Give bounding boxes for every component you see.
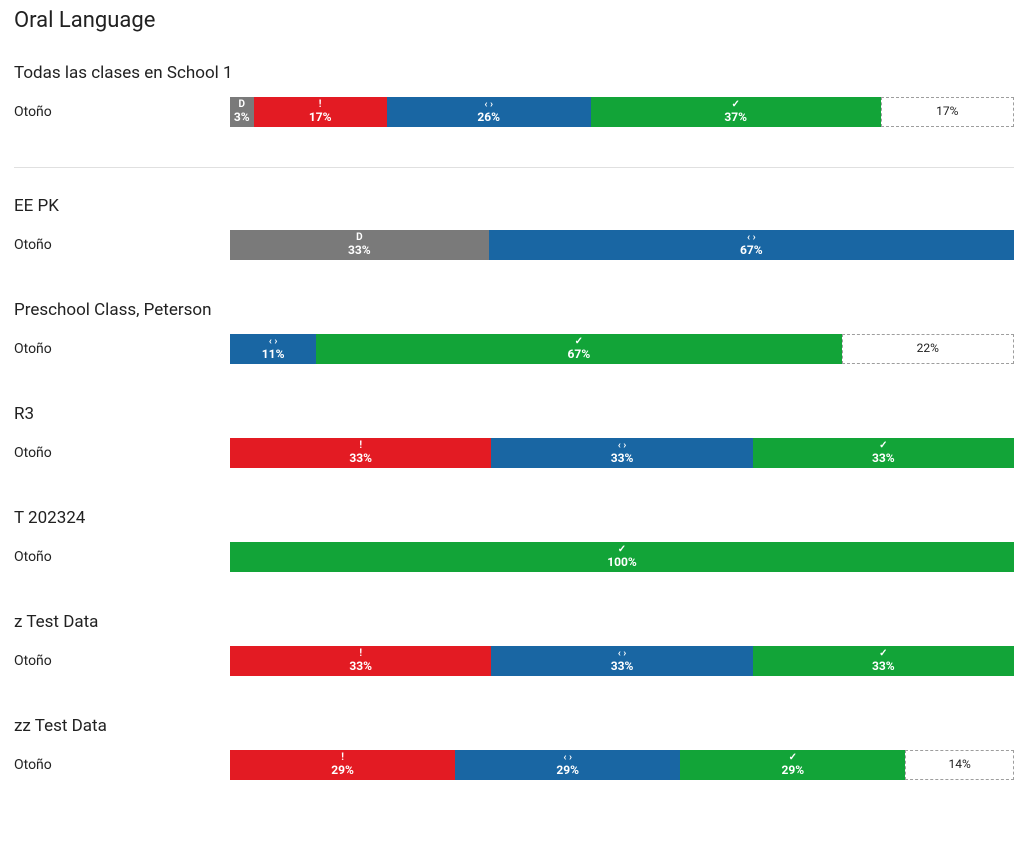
season-label: Otoño (14, 445, 230, 461)
segment-percent: 33% (611, 452, 634, 465)
warn-icon: ! (319, 100, 322, 110)
segment-percent: 100% (607, 556, 637, 569)
bar-segment[interactable]: 17% (881, 97, 1014, 127)
bar-segment[interactable]: !29% (230, 750, 455, 780)
bar-segment[interactable]: ‹ ›33% (491, 646, 752, 676)
season-label: Otoño (14, 757, 230, 773)
class-group-title: R3 (14, 404, 1014, 424)
bar-segment[interactable]: ‹ ›11% (230, 334, 316, 364)
data-row: Otoño✓100% (14, 542, 1014, 572)
bar-segment[interactable]: ‹ ›33% (491, 438, 752, 468)
data-row: Otoño!29%‹ ›29%✓29%14% (14, 750, 1014, 780)
segment-percent: 33% (872, 452, 895, 465)
check-icon: ✓ (879, 441, 887, 451)
data-row: OtoñoD3%!17%‹ ›26%✓37%17% (14, 97, 1014, 127)
diamond-icon: ‹ › (269, 337, 278, 347)
segment-percent: 33% (349, 660, 372, 673)
segment-percent: 29% (331, 764, 354, 777)
bar-segment[interactable]: ‹ ›29% (455, 750, 680, 780)
class-group-title: zz Test Data (14, 716, 1014, 736)
class-group: Todas las clases en School 1OtoñoD3%!17%… (14, 63, 1014, 127)
season-label: Otoño (14, 653, 230, 669)
bar-segment[interactable]: ‹ ›67% (489, 230, 1014, 260)
bar-segment[interactable]: ✓33% (753, 438, 1014, 468)
data-row: Otoño!33%‹ ›33%✓33% (14, 646, 1014, 676)
warn-icon: ! (341, 753, 344, 763)
segment-percent: 22% (917, 342, 939, 355)
segment-percent: 29% (781, 764, 804, 777)
segment-percent: 26% (477, 111, 500, 124)
season-label: Otoño (14, 237, 230, 253)
segment-percent: 3% (234, 111, 250, 124)
season-label: Otoño (14, 549, 230, 565)
data-row: Otoño‹ ›11%✓67%22% (14, 334, 1014, 364)
diamond-icon: ‹ › (747, 233, 756, 243)
data-row: Otoño!33%‹ ›33%✓33% (14, 438, 1014, 468)
class-group-title: EE PK (14, 196, 1014, 216)
segment-percent: 37% (724, 111, 747, 124)
segment-percent: 14% (949, 758, 971, 771)
diamond-icon: ‹ › (563, 753, 572, 763)
stacked-bar: ‹ ›11%✓67%22% (230, 334, 1014, 364)
segment-percent: 17% (936, 105, 958, 118)
group-divider (14, 167, 1014, 168)
segment-percent: 33% (349, 452, 372, 465)
segment-percent: 11% (262, 348, 285, 361)
stacked-bar: D33%‹ ›67% (230, 230, 1014, 260)
segment-percent: 29% (556, 764, 579, 777)
class-group-title: Todas las clases en School 1 (14, 63, 1014, 83)
check-icon: ✓ (731, 100, 739, 110)
diamond-icon: ‹ › (484, 100, 493, 110)
bar-segment[interactable]: !17% (254, 97, 387, 127)
data-row: OtoñoD33%‹ ›67% (14, 230, 1014, 260)
bar-segment[interactable]: !33% (230, 646, 491, 676)
D-icon: D (356, 233, 363, 243)
warn-icon: ! (359, 441, 362, 451)
class-group: R3Otoño!33%‹ ›33%✓33% (14, 404, 1014, 468)
stacked-bar: D3%!17%‹ ›26%✓37%17% (230, 97, 1014, 127)
bar-segment[interactable]: D33% (230, 230, 489, 260)
check-icon: ✓ (789, 753, 797, 763)
class-group-title: z Test Data (14, 612, 1014, 632)
bar-segment[interactable]: ✓100% (230, 542, 1014, 572)
bar-segment[interactable]: D3% (230, 97, 254, 127)
stacked-bar: !33%‹ ›33%✓33% (230, 438, 1014, 468)
class-group-title: T 202324 (14, 508, 1014, 528)
season-label: Otoño (14, 341, 230, 357)
stacked-bar: !33%‹ ›33%✓33% (230, 646, 1014, 676)
bar-segment[interactable]: ✓33% (753, 646, 1014, 676)
check-icon: ✓ (575, 337, 583, 347)
bar-segment[interactable]: ✓67% (316, 334, 841, 364)
class-group: T 202324Otoño✓100% (14, 508, 1014, 572)
check-icon: ✓ (618, 545, 626, 555)
class-group: zz Test DataOtoño!29%‹ ›29%✓29%14% (14, 716, 1014, 780)
bar-segment[interactable]: 22% (842, 334, 1014, 364)
class-group: z Test DataOtoño!33%‹ ›33%✓33% (14, 612, 1014, 676)
bar-segment[interactable]: 14% (905, 750, 1014, 780)
class-group: EE PKOtoñoD33%‹ ›67% (14, 196, 1014, 260)
bar-segment[interactable]: ✓37% (591, 97, 881, 127)
groups-container: Todas las clases en School 1OtoñoD3%!17%… (14, 63, 1014, 780)
check-icon: ✓ (879, 649, 887, 659)
segment-percent: 33% (348, 244, 371, 257)
bar-segment[interactable]: !33% (230, 438, 491, 468)
segment-percent: 17% (309, 111, 332, 124)
segment-percent: 33% (611, 660, 634, 673)
segment-percent: 67% (568, 348, 591, 361)
stacked-bar: ✓100% (230, 542, 1014, 572)
class-group-title: Preschool Class, Peterson (14, 300, 1014, 320)
diamond-icon: ‹ › (618, 441, 627, 451)
page-title: Oral Language (14, 8, 1014, 33)
segment-percent: 67% (740, 244, 763, 257)
diamond-icon: ‹ › (618, 649, 627, 659)
segment-percent: 33% (872, 660, 895, 673)
stacked-bar: !29%‹ ›29%✓29%14% (230, 750, 1014, 780)
bar-segment[interactable]: ‹ ›26% (387, 97, 591, 127)
warn-icon: ! (359, 649, 362, 659)
class-group: Preschool Class, PetersonOtoño‹ ›11%✓67%… (14, 300, 1014, 364)
D-icon: D (239, 100, 246, 110)
season-label: Otoño (14, 104, 230, 120)
bar-segment[interactable]: ✓29% (680, 750, 905, 780)
